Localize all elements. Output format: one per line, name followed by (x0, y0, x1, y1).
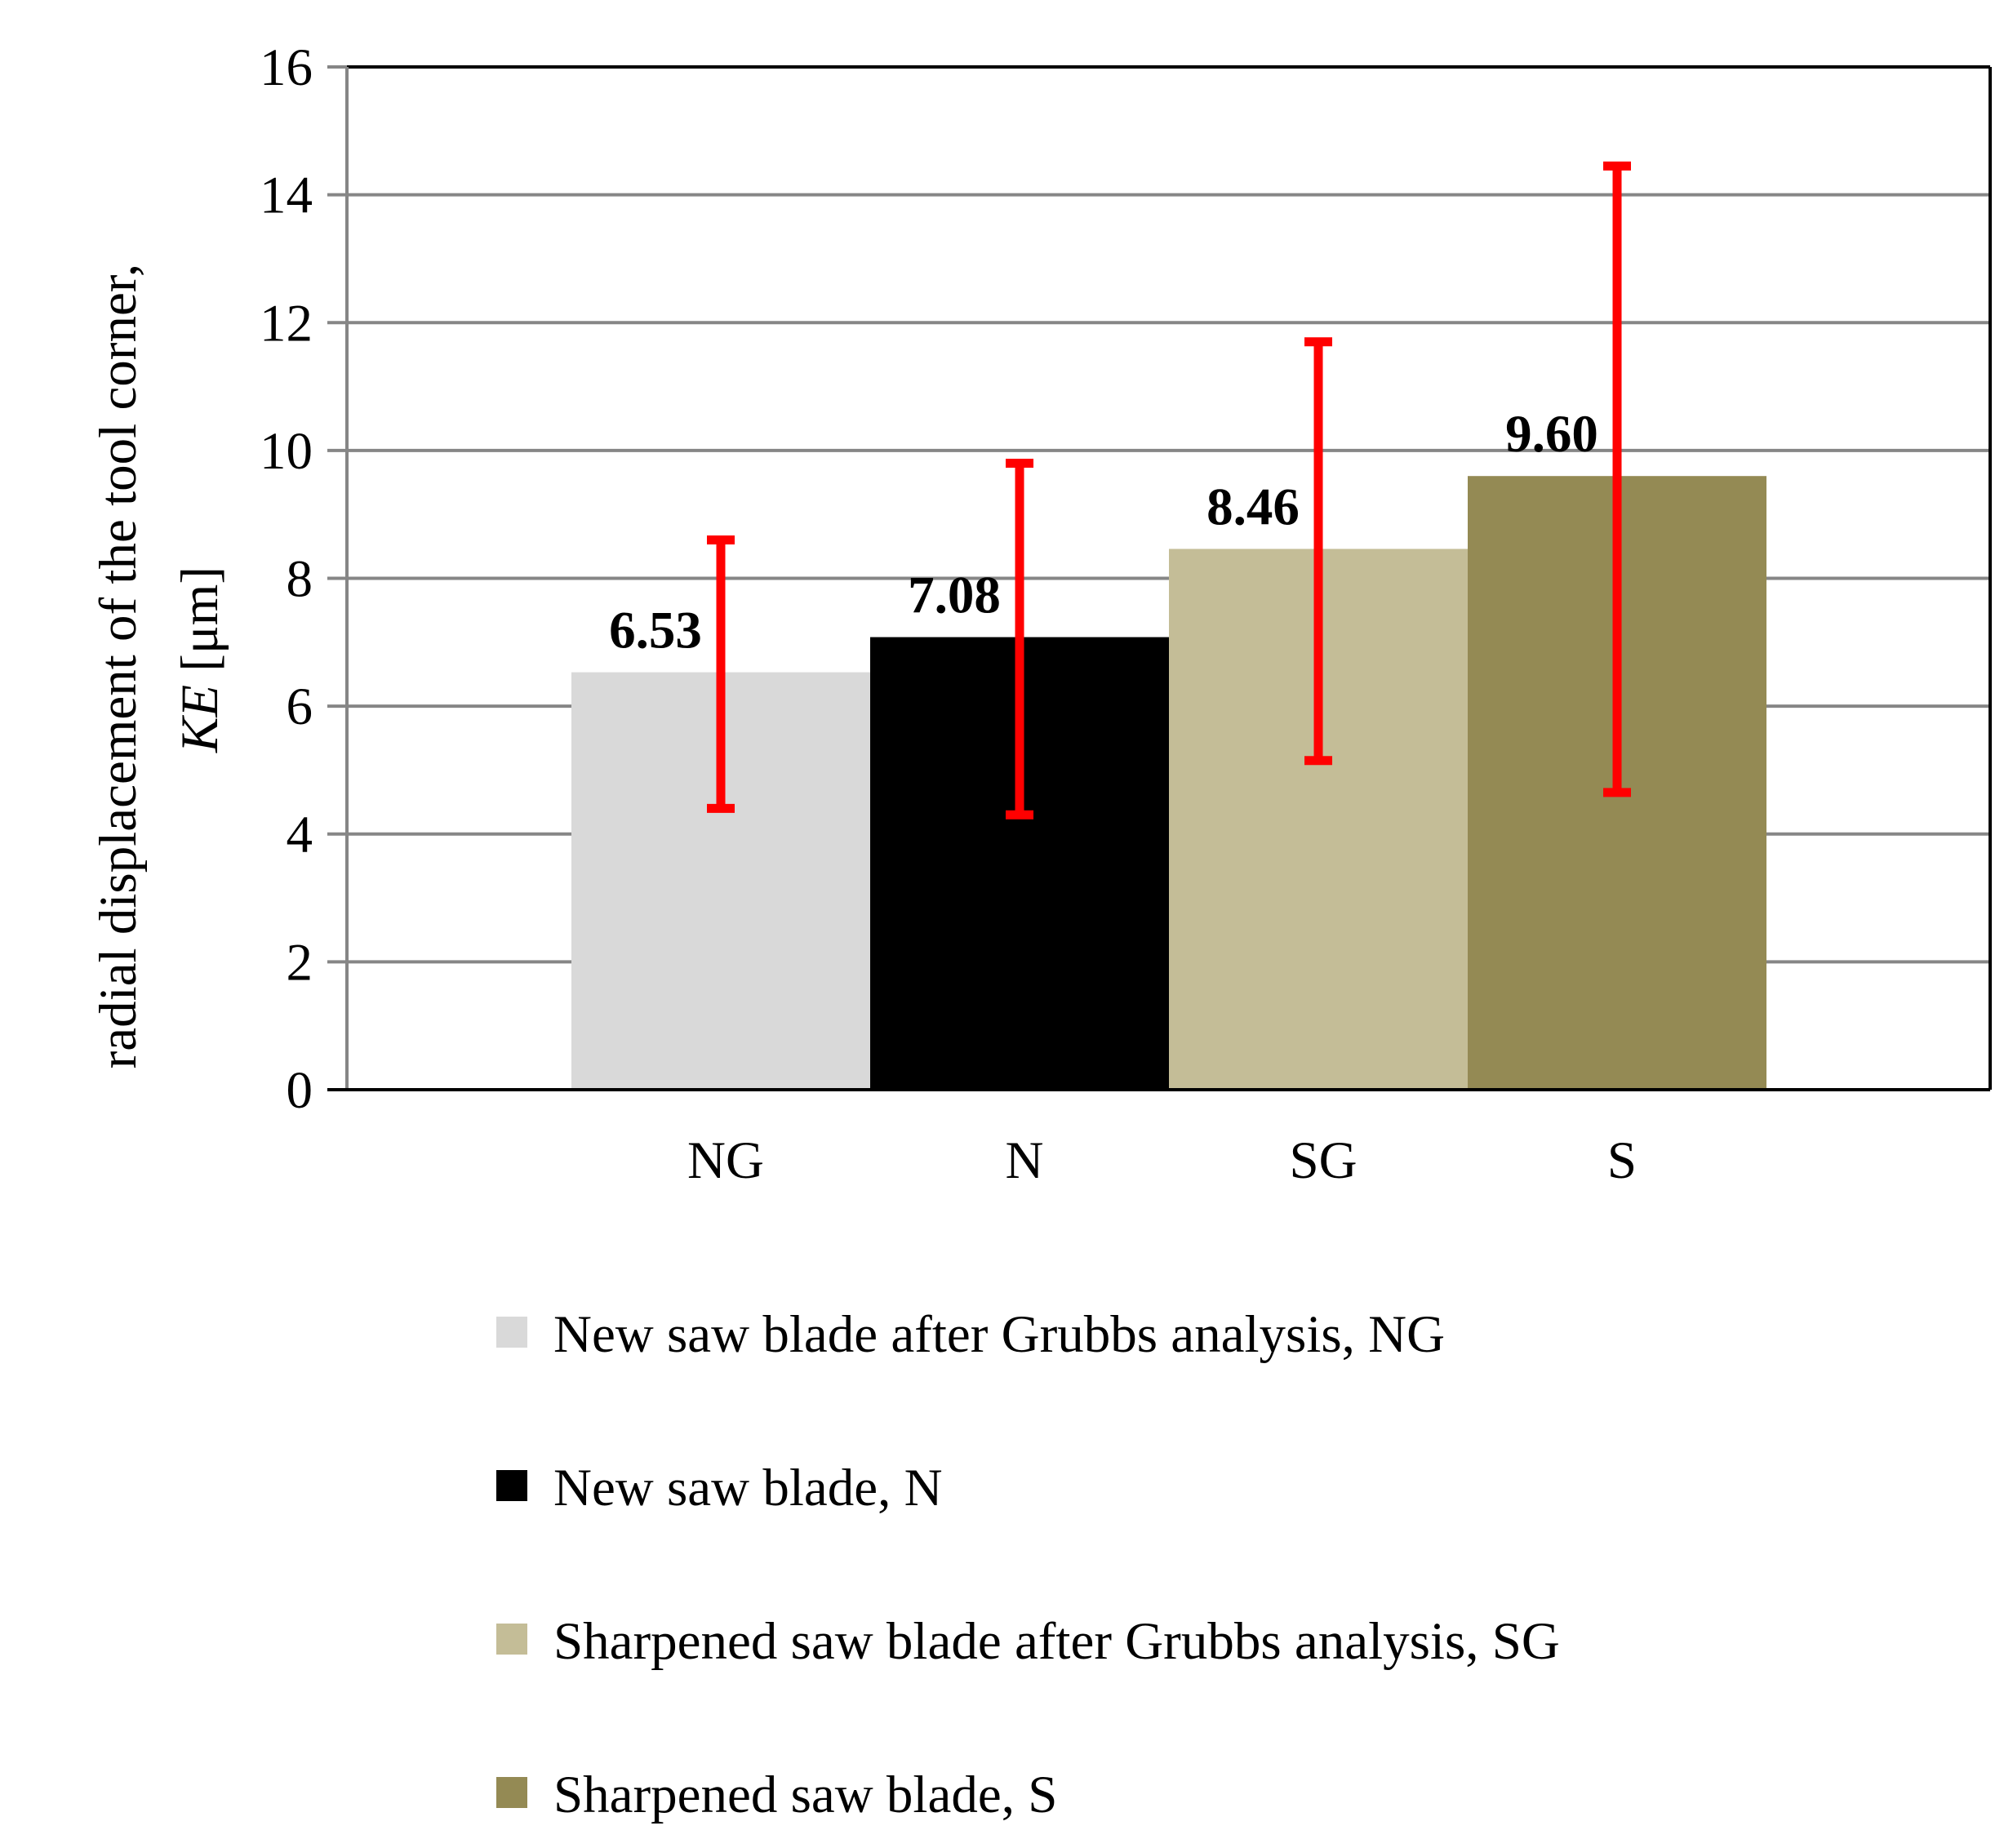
y-tick-label: 12 (260, 294, 313, 353)
legend-label: Sharpened saw blade, S (553, 1766, 1057, 1824)
y-tick-label: 10 (260, 422, 313, 481)
y-axis-label: radial displacement of the tool corner, … (89, 251, 229, 1069)
error-bar-NG (707, 535, 735, 813)
y-tick-label: 14 (260, 167, 313, 225)
legend-label: New saw blade after Grubbs analysis, NG (553, 1305, 1445, 1364)
x-tick-labels: NG N SG S (687, 1131, 1637, 1190)
legend-swatch (496, 1777, 527, 1808)
axes (327, 65, 1992, 1091)
y-tick-label: 0 (287, 1061, 313, 1120)
legend-item: New saw blade after Grubbs analysis, NG (496, 1305, 1445, 1364)
y-axis-label-symbol: KE (171, 685, 229, 753)
legend-swatch (496, 1470, 527, 1501)
error-bars (707, 161, 1631, 820)
y-tick-labels: 0 2 4 6 8 10 12 14 16 (260, 38, 313, 1120)
legend-swatch (496, 1624, 527, 1655)
x-tick-label-SG: SG (1289, 1131, 1357, 1190)
bars (571, 476, 1766, 1090)
value-label-N: 7.08 (908, 566, 1001, 625)
error-bar-N (1006, 459, 1033, 820)
error-bar-S (1603, 161, 1631, 797)
legend: New saw blade after Grubbs analysis, NG N… (496, 1305, 1560, 1824)
value-labels: 6.53 7.08 8.46 9.60 (609, 405, 1598, 660)
error-bar-SG (1304, 337, 1332, 766)
y-axis-label-line1: radial displacement of the tool corner, (89, 264, 148, 1068)
value-label-S: 9.60 (1505, 405, 1598, 464)
y-tick-label: 16 (260, 38, 313, 97)
legend-swatch (496, 1317, 527, 1348)
y-tick-label: 2 (287, 933, 313, 992)
y-tick-label: 8 (287, 550, 313, 609)
legend-label: Sharpened saw blade after Grubbs analysi… (553, 1612, 1560, 1671)
y-tick-label: 6 (287, 677, 313, 736)
legend-item: Sharpened saw blade, S (496, 1766, 1057, 1824)
x-tick-label-S: S (1607, 1131, 1637, 1190)
value-label-NG: 6.53 (609, 602, 702, 660)
legend-item: New saw blade, N (496, 1459, 943, 1517)
legend-item: Sharpened saw blade after Grubbs analysi… (496, 1612, 1560, 1671)
legend-label: New saw blade, N (553, 1459, 943, 1517)
y-tick-label: 4 (287, 806, 313, 864)
value-label-SG: 8.46 (1206, 478, 1300, 536)
y-axis-label-unit: [μm] (171, 566, 229, 685)
x-tick-label-N: N (1006, 1131, 1044, 1190)
x-tick-label-NG: NG (687, 1131, 764, 1190)
